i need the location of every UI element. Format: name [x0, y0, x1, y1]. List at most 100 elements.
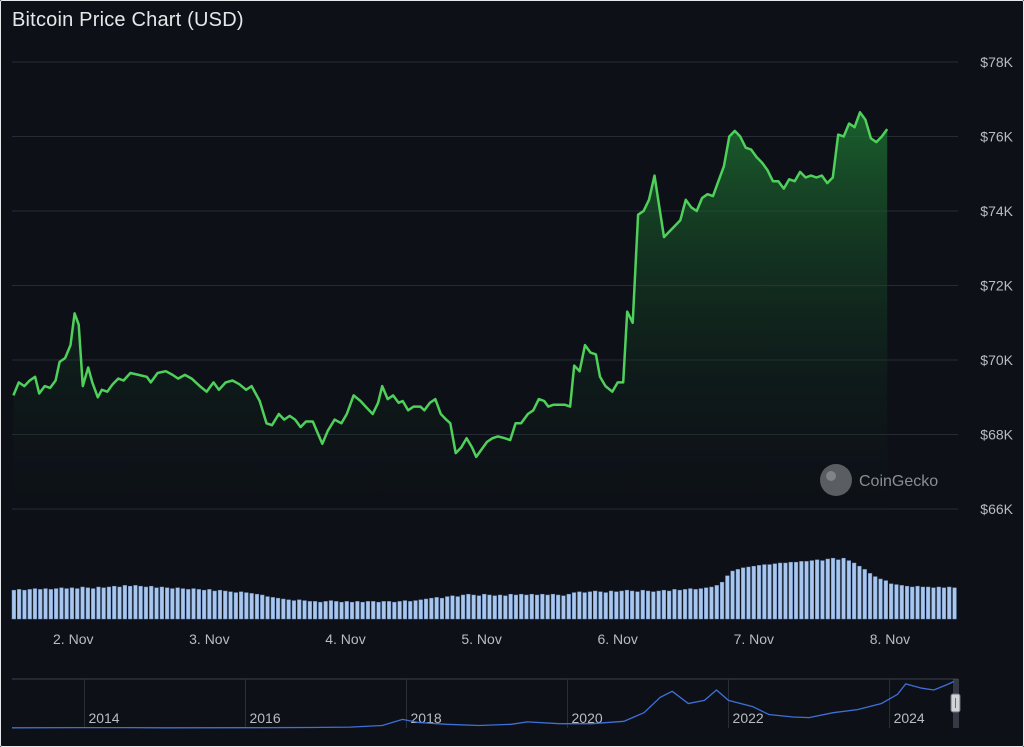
volume-bar: [228, 591, 233, 620]
volume-bar: [598, 591, 603, 620]
volume-bar: [767, 564, 772, 620]
x-tick-label: 7. Nov: [734, 631, 774, 647]
volume-bar: [561, 595, 566, 620]
volume-bar: [519, 593, 524, 620]
volume-bar: [323, 601, 328, 620]
volume-bar: [38, 589, 43, 620]
volume-bar: [735, 569, 740, 620]
volume-bar: [682, 589, 688, 620]
volume-bar: [878, 578, 883, 620]
volume-bar: [873, 576, 878, 620]
volume-bar: [846, 560, 851, 620]
volume-bar: [101, 587, 106, 620]
volume-bar: [69, 587, 75, 620]
volume-bar: [915, 585, 920, 620]
volume-bar: [762, 564, 767, 620]
price-area: [13, 112, 888, 510]
volume-bar: [423, 598, 429, 620]
y-tick-label: $76K: [980, 129, 1013, 145]
volume-bar: [603, 592, 608, 620]
volume-bar: [445, 596, 450, 620]
price-line[interactable]: [12, 111, 889, 459]
volume-bar: [508, 593, 513, 620]
volume-bar: [402, 600, 408, 620]
x-tick-label: 2. Nov: [53, 631, 93, 647]
volume-bar: [471, 594, 476, 620]
volume-bar: [159, 586, 164, 620]
volume-bar: [556, 594, 561, 620]
volume-bar: [418, 599, 423, 620]
volume-bar: [381, 601, 386, 620]
volume-bar: [931, 587, 936, 620]
volume-bar: [497, 594, 503, 620]
volume-bar: [117, 586, 122, 620]
volume-bar: [270, 597, 275, 620]
volume-bar: [133, 585, 138, 620]
volume-bar: [254, 593, 260, 620]
volume-bar: [883, 580, 888, 620]
x-axis: 2. Nov 3. Nov 4. Nov 5. Nov 6. Nov 7. Nov 8. N…: [53, 631, 910, 647]
range-navigator[interactable]: 2014 2016 2018 2020 2022 2024: [11, 678, 961, 729]
watermark-text: CoinGecko: [859, 473, 938, 490]
volume-bar: [175, 587, 180, 620]
y-tick-label: $68K: [980, 427, 1013, 443]
volume-bar: [550, 593, 556, 620]
volume-bar: [365, 601, 371, 620]
volume-bar: [275, 597, 281, 620]
volume-bar: [439, 597, 445, 620]
volume-bar: [212, 590, 217, 620]
volume-bar: [645, 590, 651, 620]
volume-bar: [344, 601, 349, 620]
volume-bar: [186, 589, 191, 620]
volume-bar: [376, 601, 381, 620]
volume-bar: [899, 585, 904, 620]
volume-bar: [80, 586, 85, 620]
volume-bar: [307, 601, 312, 620]
volume-bar: [894, 584, 899, 620]
volume-bar: [545, 594, 550, 620]
volume-bar: [709, 586, 714, 620]
volume-bar: [841, 557, 846, 620]
volume-bar: [503, 595, 508, 620]
volume-bar: [143, 586, 149, 620]
volume-bar: [867, 573, 873, 620]
volume-bar: [661, 589, 666, 620]
volume-bar: [587, 591, 593, 620]
volume-bar: [170, 588, 175, 620]
volume-bar: [614, 591, 619, 620]
chart-title: Bitcoin Price Chart (USD): [12, 9, 244, 31]
volume-bar: [529, 593, 534, 620]
volume-bar: [154, 587, 159, 620]
x-tick-label: 4. Nov: [325, 631, 365, 647]
volume-bar: [571, 592, 577, 620]
navigator-tick-label: 2020: [572, 710, 603, 726]
volume-bar: [862, 569, 867, 620]
volume-bar: [302, 600, 307, 620]
volume-bar: [392, 601, 397, 620]
navigator-tick-label: 2016: [249, 710, 280, 726]
volume-bar: [836, 559, 841, 620]
volume-bar: [947, 586, 952, 620]
volume-bar: [191, 588, 196, 620]
y-tick-label: $66K: [980, 501, 1013, 517]
volume-bar: [651, 591, 656, 620]
volume-bar: [698, 588, 703, 620]
coingecko-logo-icon: [820, 464, 852, 496]
volume-bar: [730, 570, 735, 620]
volume-bar: [202, 589, 207, 620]
volume-bar: [725, 575, 730, 620]
volume-bar: [455, 596, 460, 620]
volume-bar: [534, 594, 540, 620]
volume-bar: [904, 585, 910, 620]
volume-bar: [223, 590, 228, 620]
volume-bar: [43, 588, 48, 620]
volume-bar: [460, 594, 466, 620]
volume-bar: [492, 595, 497, 620]
volume-bar: [112, 585, 117, 620]
volume-bar: [830, 557, 836, 620]
volume-bar: [693, 589, 698, 620]
volume-bar: [926, 586, 931, 620]
volume-bar: [714, 585, 719, 620]
volume-bar: [630, 590, 635, 620]
